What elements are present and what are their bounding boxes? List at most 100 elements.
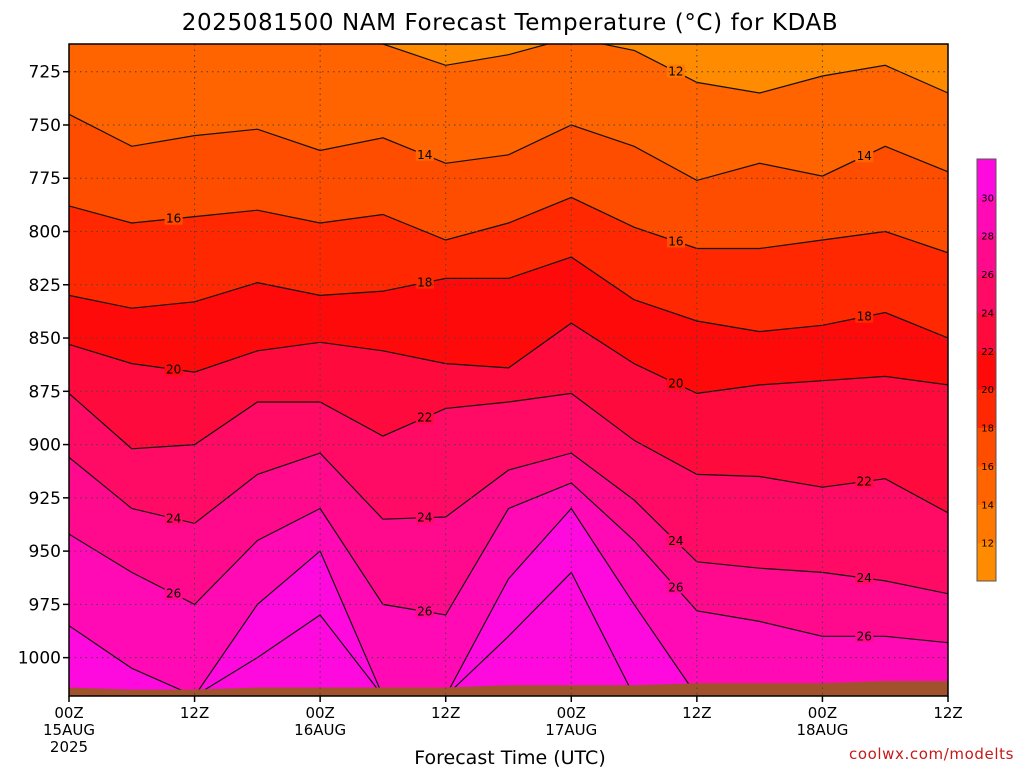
contour-label-bg — [855, 309, 874, 323]
contour-label-bg — [855, 571, 874, 585]
contour-label-26: 26 — [857, 629, 872, 643]
colorbar-swatch — [977, 197, 996, 237]
contour-label-26: 26 — [417, 604, 432, 618]
y-tick-label: 925 — [29, 489, 61, 509]
contour-label-bg — [855, 629, 874, 643]
contour-label-bg — [855, 149, 874, 163]
contour-label-20: 20 — [668, 376, 683, 390]
colorbar-tick-label: 16 — [981, 462, 994, 473]
colorbar-tick-label: 12 — [981, 539, 994, 550]
contour-label-24: 24 — [668, 534, 683, 548]
colorbar-tick-label: 18 — [981, 424, 994, 435]
x-axis-label: Forecast Time (UTC) — [414, 747, 605, 768]
contour-label-bg — [666, 580, 685, 594]
x-tick-label: 12Z — [431, 704, 460, 722]
x-tick-label: 17AUG — [545, 721, 597, 739]
band-coldest — [69, 44, 948, 93]
contour-label-bg — [164, 511, 183, 525]
x-tick-label: 12Z — [933, 704, 962, 722]
colorbar-swatch — [977, 504, 996, 544]
colorbar-frame — [976, 158, 997, 582]
contour-label-22: 22 — [857, 475, 872, 489]
x-tick-label: 2025 — [50, 738, 88, 756]
isotherm-28 — [69, 507, 948, 696]
contour-label-bg — [164, 211, 183, 225]
colorbar-swatch — [977, 389, 996, 429]
y-tick-label: 950 — [29, 542, 61, 562]
contour-label-bg — [666, 376, 685, 390]
colorbar-swatch — [977, 465, 996, 505]
contour-label-20: 20 — [166, 362, 181, 376]
colorbar-swatch — [977, 274, 996, 313]
colorbar-swatch — [977, 350, 996, 390]
isotherm-18 — [69, 256, 948, 339]
isotherm-16 — [69, 196, 948, 254]
contour-label-bg — [415, 147, 434, 161]
colorbar-tick-label: 20 — [981, 385, 994, 396]
x-tick-label: 00Z — [305, 704, 334, 722]
contour-label-12: 12 — [166, 31, 181, 45]
contour-label-bg — [165, 31, 183, 44]
contour-label-26: 26 — [668, 580, 683, 594]
contour-label-bg — [666, 64, 685, 78]
colorbar-swatch — [977, 159, 996, 198]
contour-label-14: 14 — [417, 148, 432, 162]
colorbar-tick-label: 26 — [981, 270, 994, 281]
contour-label-18: 18 — [857, 310, 872, 324]
x-tick-label: 12Z — [180, 704, 209, 722]
y-tick-label: 750 — [29, 116, 61, 136]
isotherm-30 — [69, 571, 948, 696]
contour-label-bg — [855, 474, 874, 488]
contour-label-24: 24 — [166, 511, 181, 525]
x-tick-label: 00Z — [54, 704, 83, 722]
contour-label-bg — [666, 234, 685, 248]
isotherm-12 — [376, 44, 948, 94]
contour-label-16: 16 — [166, 212, 181, 226]
x-tick-label: 15AUG — [43, 721, 95, 739]
contour-label-16: 16 — [668, 234, 683, 248]
colorbar-swatch — [977, 235, 996, 275]
contour-label-bg — [164, 586, 183, 600]
y-tick-label: 1000 — [18, 649, 61, 669]
colorbar-tick-label: 14 — [981, 500, 994, 511]
y-tick-label: 875 — [29, 382, 61, 402]
x-tick-label: 16AUG — [294, 721, 346, 739]
isotherm-20 — [69, 322, 948, 395]
y-tick-label: 800 — [29, 223, 61, 243]
y-tick-label: 775 — [29, 169, 61, 189]
colorbar-swatch — [977, 542, 996, 582]
y-tick-label: 900 — [29, 436, 61, 456]
plot-area: 12 12 14 14 16 16 18 18 20 20 22 22 24 24 24 24 26 26 26 26 — [68, 31, 949, 697]
isotherm-22 — [69, 392, 948, 514]
colorbar-swatch — [977, 427, 996, 467]
colorbar: 12 14 16 18 20 22 24 26 28 30 — [976, 158, 997, 582]
isotherm-14 — [69, 113, 948, 182]
colorbar-tick-label: 30 — [981, 193, 994, 204]
contour-label-26: 26 — [166, 587, 181, 601]
contour-label-bg — [164, 362, 183, 376]
y-tick-label: 850 — [29, 329, 61, 349]
y-tick-label: 825 — [29, 276, 61, 296]
contour-label-bg — [415, 510, 434, 524]
contour-label-bg — [666, 534, 685, 548]
isotherm-24 — [69, 452, 948, 595]
contour-label-18: 18 — [417, 276, 432, 290]
terrain — [69, 681, 948, 696]
contour-label-14: 14 — [857, 149, 872, 163]
colorbar-tick-label: 24 — [981, 308, 994, 319]
x-tick-label: 00Z — [557, 704, 586, 722]
colorbar-tick-label: 28 — [981, 232, 994, 243]
contour-label-bg — [415, 410, 434, 424]
isotherm-26 — [69, 482, 948, 644]
plot-clip-group: 12 12 14 14 16 16 18 18 20 20 22 22 24 24 24 24 26 26 26 26 — [69, 31, 948, 696]
contour-label-24: 24 — [857, 571, 872, 585]
y-tick-label: 975 — [29, 595, 61, 615]
x-tick-label: 00Z — [808, 704, 837, 722]
contour-label-bg — [415, 604, 434, 618]
colorbar-swatch — [977, 312, 996, 352]
contour-label-24: 24 — [417, 511, 432, 525]
chart-title: 2025081500 NAM Forecast Temperature (°C)… — [182, 10, 838, 36]
contour-label-bg — [415, 275, 434, 289]
y-axis: 725 750 775 800 825 850 875 900 925 950 975 1000 — [18, 63, 69, 669]
